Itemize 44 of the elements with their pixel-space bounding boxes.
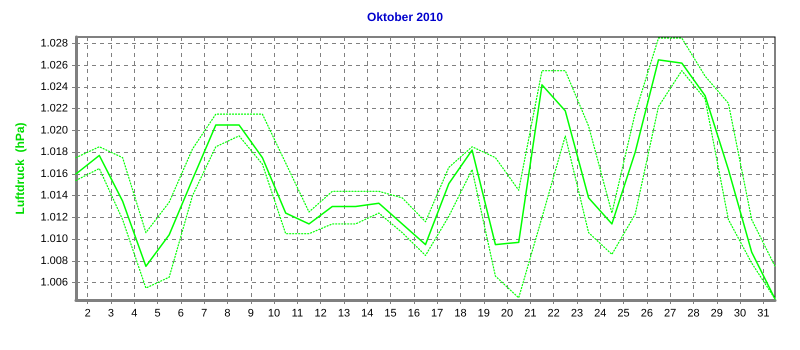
x-tick-label: 12	[314, 308, 327, 320]
x-tick-label: 10	[268, 308, 280, 320]
x-tick-label: 31	[757, 308, 770, 320]
y-axis-title: Luftdruck (hPa)	[13, 122, 27, 214]
y-tick-label: 1.018	[40, 146, 68, 158]
x-tick-label: 18	[454, 308, 467, 320]
y-tick-label: 1.020	[40, 124, 68, 136]
x-tick-label: 29	[710, 308, 723, 320]
x-tick-label: 15	[384, 308, 397, 320]
x-tick-label: 30	[734, 308, 746, 320]
x-tick-label: 26	[640, 308, 653, 320]
x-tick-label: 13	[338, 308, 350, 320]
x-tick-label: 22	[548, 308, 560, 320]
y-tick-label: 1.012	[40, 211, 68, 224]
x-tick-label: 25	[617, 308, 630, 320]
y-tick-label: 1.016	[40, 168, 68, 180]
y-tick-label: 1.010	[40, 233, 68, 246]
x-tick-label: 20	[500, 308, 514, 320]
y-tick-label: 1.026	[40, 59, 68, 72]
x-tick-label: 24	[594, 308, 606, 320]
x-tick-label: 21	[524, 308, 536, 320]
y-tick-label: 1.006	[40, 276, 68, 289]
x-tick-label: 4	[131, 308, 138, 320]
x-tick-label: 9	[248, 308, 254, 320]
x-tick-label: 17	[431, 308, 444, 320]
x-tick-label: 8	[224, 308, 231, 320]
x-tick-label: 5	[154, 308, 161, 320]
x-tick-label: 28	[687, 308, 700, 320]
x-tick-label: 7	[201, 308, 208, 320]
y-tick-label: 1.022	[40, 102, 68, 115]
x-tick-label: 14	[361, 308, 374, 320]
x-tick-label: 6	[178, 308, 184, 320]
x-tick-label: 11	[292, 308, 304, 320]
chart-title: Oktober 2010	[366, 10, 444, 24]
y-tick-label: 1.008	[40, 254, 68, 267]
x-tick-label: 19	[478, 308, 490, 320]
x-tick-label: 27	[664, 308, 676, 320]
x-tick-label: 2	[84, 308, 91, 320]
y-tick-label: 1.024	[40, 80, 68, 93]
y-tick-label: 1.028	[40, 38, 68, 50]
x-tick-label: 16	[408, 308, 420, 320]
x-tick-label: 3	[108, 308, 114, 320]
x-tick-label: 23	[570, 308, 584, 320]
y-tick-label: 1.014	[40, 190, 68, 202]
